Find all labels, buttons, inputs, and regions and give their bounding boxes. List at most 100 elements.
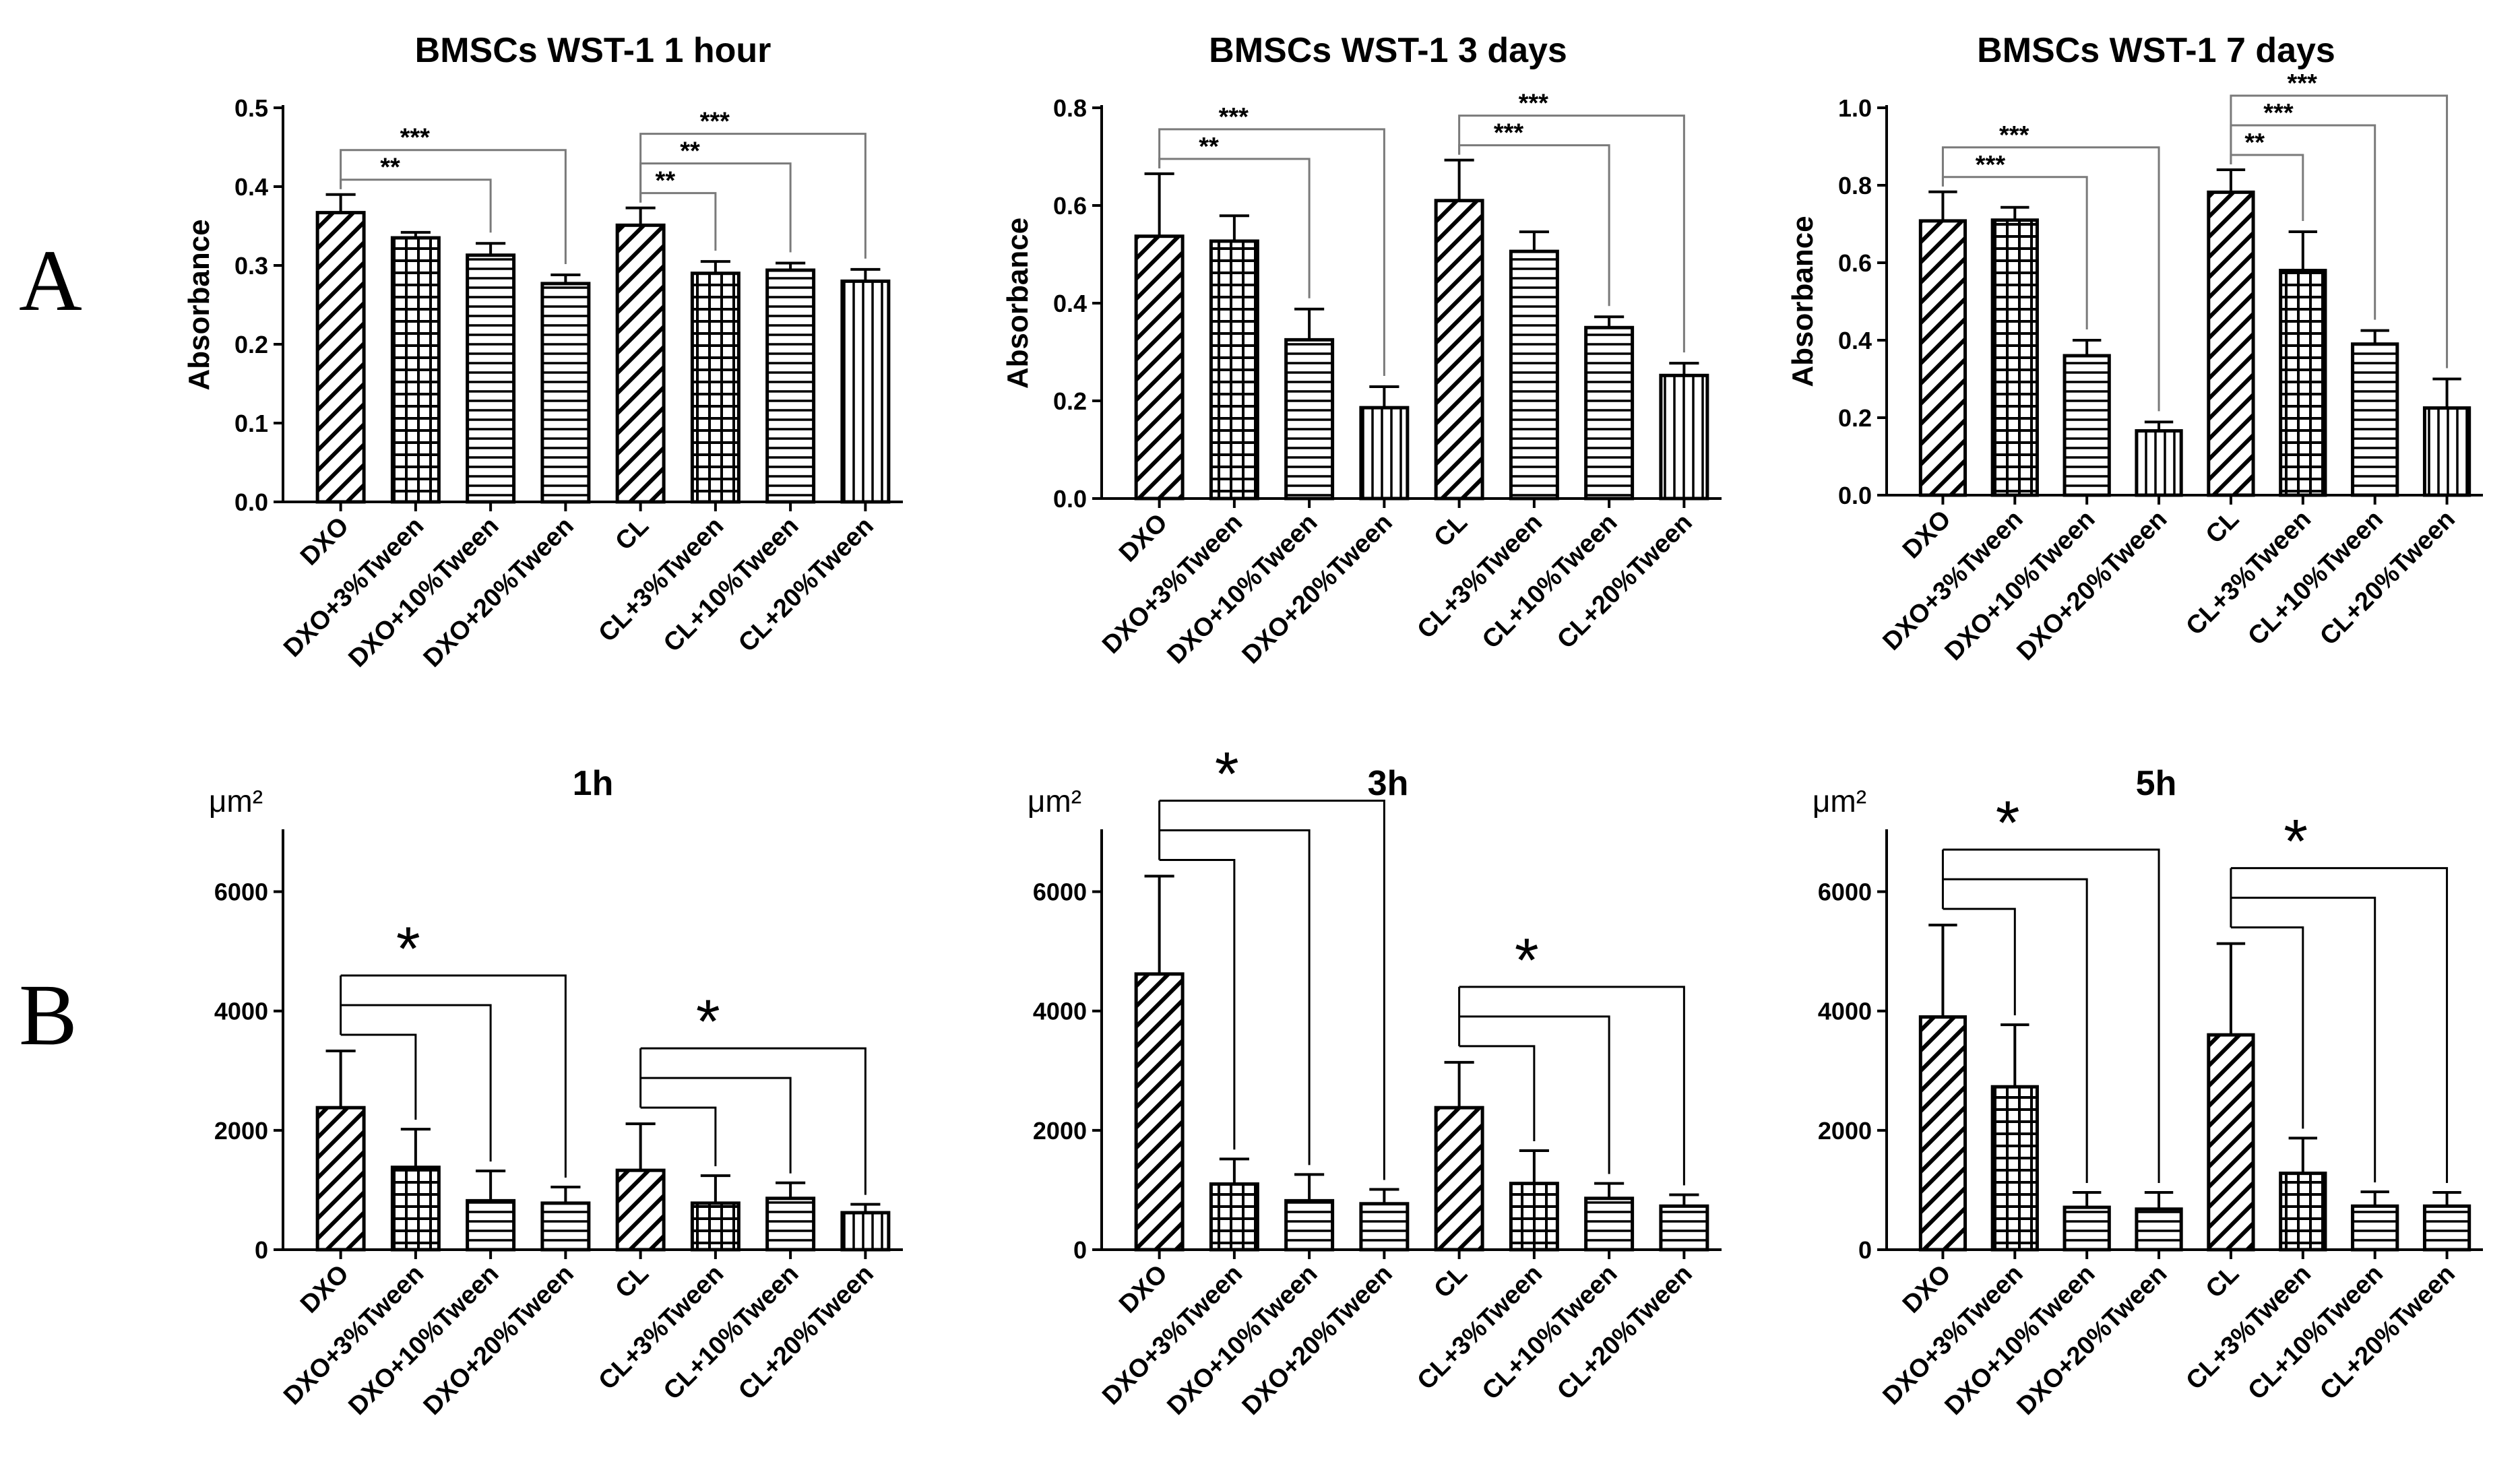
y-tick-label: 0.6 (1838, 249, 1872, 277)
category-label: CL+20%Tween (1552, 1260, 1698, 1406)
significance-bracket (1159, 800, 1385, 1180)
bar (390, 236, 441, 504)
significance-bracket (2230, 926, 2304, 1129)
significance-bracket (1943, 848, 2160, 1183)
category-label: CL+20%Tween (2314, 505, 2461, 651)
category-label: DXO (295, 1260, 354, 1319)
y-tick-label: 0.8 (1053, 94, 1087, 122)
bar (1918, 219, 1967, 497)
bar (2062, 354, 2111, 497)
chart-wst1-7-days: BMSCs WST-1 7 days Absorbance 0.0 0.2 0.4 0.6… (1786, 31, 2483, 666)
bar (540, 1201, 591, 1252)
category-label: CL (610, 512, 654, 556)
chart-title: 5h (2136, 764, 2177, 803)
y-tick-label: 0.6 (1053, 192, 1087, 220)
category-label: CL+20%Tween (2314, 1260, 2461, 1406)
significance-bracket (1943, 878, 2088, 1183)
y-tick-label: 0 (1858, 1236, 1872, 1264)
significance-label: *** (400, 124, 431, 152)
bar (1284, 338, 1335, 501)
significance-bracket (1943, 907, 2016, 1016)
category-label: CL (2201, 505, 2245, 550)
chart-wst1-1-hour: BMSCs WST-1 1 hour Absorbance 0.0 0.1 0.2 0.3… (183, 31, 903, 673)
chart-area-5h: 5hμm²0200040006000DXODXO+3%TweenDXO+10%T… (1813, 764, 2483, 1421)
bar (315, 211, 366, 504)
bar (690, 1201, 741, 1252)
y-tick-label: 0.4 (1053, 290, 1087, 317)
chart-area-3h: 3hμm²0200040006000DXODXO+3%TweenDXO+10%T… (1028, 740, 1722, 1421)
y-tick-label: 0.2 (234, 331, 268, 358)
bar (765, 268, 816, 504)
significance-bracket (639, 133, 867, 259)
bar (765, 1196, 816, 1252)
bar (2207, 190, 2255, 497)
bar (1990, 1085, 2039, 1252)
y-tick-label: 0 (255, 1236, 268, 1264)
panel-label-a: A (19, 232, 82, 329)
bar (466, 253, 516, 504)
bar (1918, 1015, 1967, 1252)
y-tick-label: 0.0 (1838, 482, 1872, 509)
significance-bracket (340, 974, 567, 1178)
bar (1434, 199, 1484, 501)
significance-bracket (2230, 94, 2449, 369)
bar (1359, 1202, 1410, 1252)
bar (2207, 1033, 2255, 1252)
category-label: DXO (1897, 1260, 1957, 1319)
significance-label: ** (656, 167, 676, 195)
significance-bracket (1158, 128, 1385, 376)
significance-bracket (2230, 897, 2376, 1183)
y-tick-label: 2000 (214, 1117, 268, 1145)
y-tick-label: 0.4 (234, 173, 268, 201)
significance-bracket (340, 149, 567, 265)
bar (466, 1198, 516, 1252)
category-label: DXO (295, 512, 354, 571)
chart-title: BMSCs WST-1 3 days (1209, 31, 1567, 70)
y-tick-label: 0.2 (1838, 404, 1872, 432)
category-label: DXO (1897, 505, 1957, 565)
bar (2351, 1204, 2399, 1252)
significance-label: *** (1976, 151, 2006, 179)
y-tick-label: 0.8 (1838, 172, 1872, 199)
bar (2279, 269, 2327, 497)
significance-label: ** (380, 154, 400, 182)
y-unit-label: μm² (209, 783, 263, 819)
y-tick-label: 0.5 (234, 94, 268, 122)
chart-title: BMSCs WST-1 7 days (1977, 31, 2335, 70)
bar (840, 1211, 891, 1252)
y-tick-label: 6000 (1818, 878, 1872, 906)
y-tick-label: 6000 (1033, 878, 1087, 906)
chart-title: 3h (1368, 764, 1409, 803)
chart-title: 1h (573, 764, 614, 803)
significance-label: *** (1999, 121, 2029, 150)
significance-label: ** (1199, 133, 1219, 161)
category-label: CL+20%Tween (1552, 509, 1698, 655)
significance-bracket (340, 1033, 417, 1120)
chart-wst1-3-days: BMSCs WST-1 3 days Absorbance 0.0 0.2 0.4 0.6… (1001, 31, 1722, 670)
bar (2279, 1172, 2327, 1252)
bar (1284, 1198, 1335, 1252)
y-tick-label: 2000 (1033, 1117, 1087, 1145)
bar (315, 1106, 366, 1252)
y-tick-label: 0.0 (234, 488, 268, 516)
significance-label: *** (2263, 99, 2294, 127)
category-label: CL+3%Tween (2181, 505, 2317, 641)
significance-bracket (1459, 1015, 1610, 1174)
category-label: CL+10%Tween (1477, 1260, 1623, 1406)
significance-bracket (640, 1106, 717, 1167)
significance-label: *** (1519, 90, 1549, 118)
bar (615, 223, 666, 504)
y-tick-label: 0.3 (234, 252, 268, 280)
significance-label: *** (1219, 103, 1249, 131)
y-axis-label: Absorbance (1001, 218, 1034, 389)
bar (390, 1165, 441, 1252)
significance-bracket (1941, 146, 2160, 412)
y-axis-label: Absorbance (183, 219, 216, 390)
bar (1209, 1182, 1259, 1252)
bar (1509, 1182, 1559, 1252)
significance-label: * (396, 915, 420, 984)
category-label: CL+3%Tween (2181, 1260, 2317, 1396)
category-label: DXO+3%Tween (1097, 1260, 1248, 1411)
significance-label: *** (700, 108, 730, 136)
y-axis-label: Absorbance (1786, 216, 1819, 387)
